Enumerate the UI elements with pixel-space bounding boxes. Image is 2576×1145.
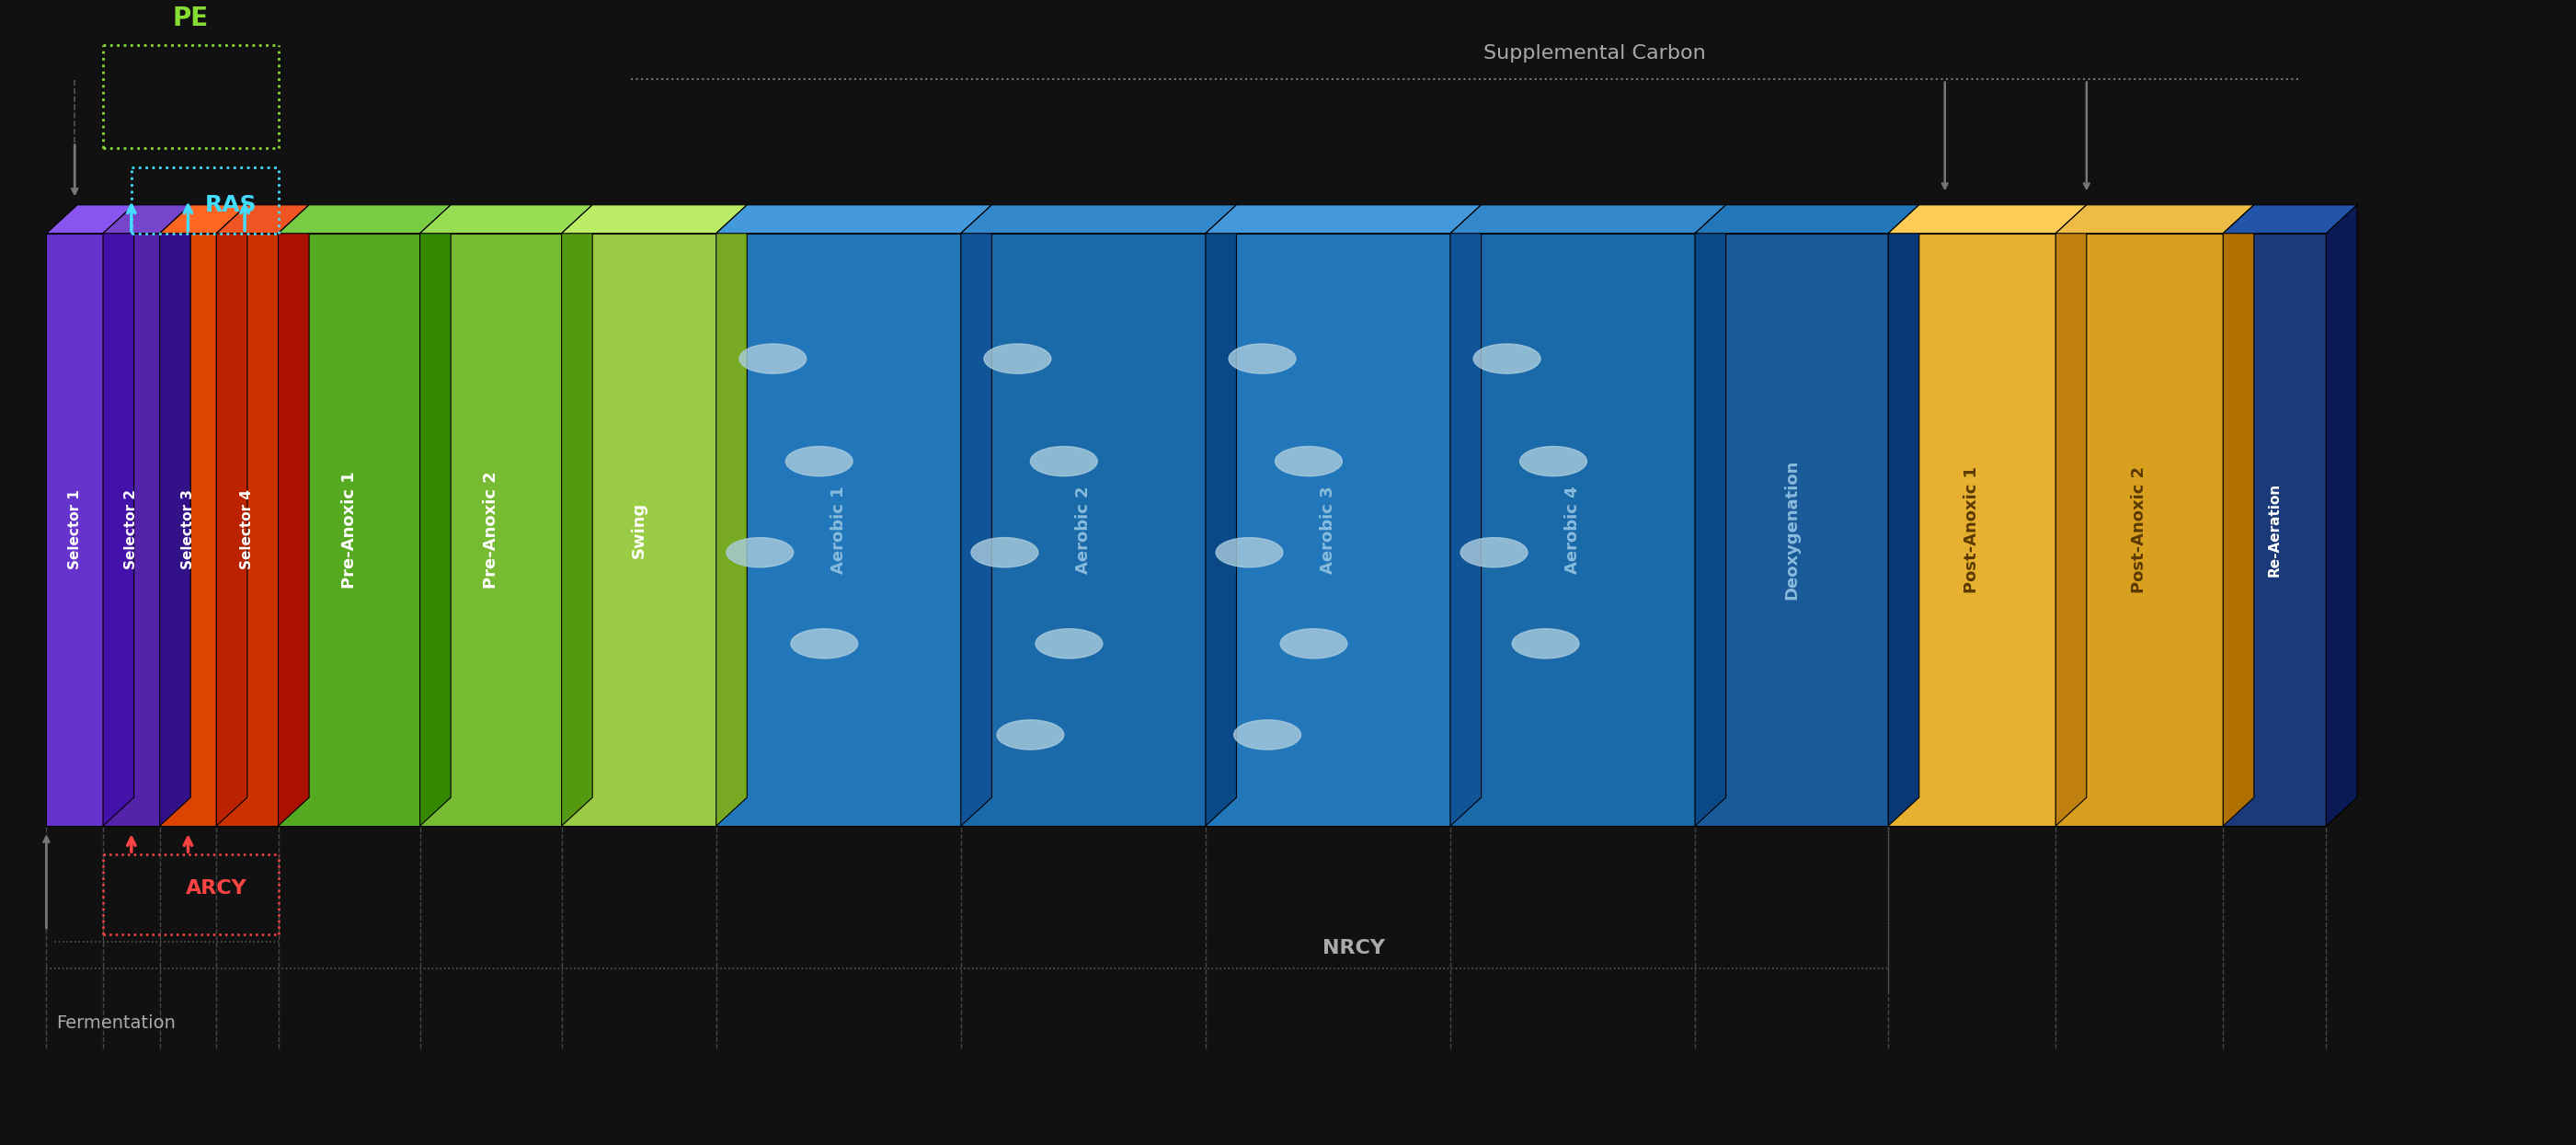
- Text: Post-Anoxic 1: Post-Anoxic 1: [1963, 466, 1981, 593]
- Circle shape: [1234, 720, 1301, 750]
- Circle shape: [1030, 447, 1097, 476]
- Text: Swing: Swing: [631, 502, 647, 558]
- Text: PE: PE: [173, 6, 209, 32]
- Polygon shape: [716, 234, 961, 826]
- Circle shape: [1461, 538, 1528, 567]
- Polygon shape: [2056, 205, 2254, 234]
- Text: Aerobic 3: Aerobic 3: [1319, 485, 1337, 574]
- Polygon shape: [2056, 234, 2223, 826]
- Polygon shape: [716, 205, 747, 826]
- Polygon shape: [1695, 234, 1888, 826]
- Circle shape: [1280, 629, 1347, 658]
- Polygon shape: [103, 205, 134, 826]
- Text: Fermentation: Fermentation: [57, 1014, 175, 1032]
- Circle shape: [1229, 344, 1296, 373]
- Polygon shape: [716, 205, 992, 234]
- Circle shape: [739, 344, 806, 373]
- Polygon shape: [562, 205, 592, 826]
- Circle shape: [786, 447, 853, 476]
- Polygon shape: [1206, 205, 1481, 234]
- Polygon shape: [160, 234, 216, 826]
- Polygon shape: [1206, 205, 1236, 826]
- Circle shape: [984, 344, 1051, 373]
- Text: Pre-Anoxic 2: Pre-Anoxic 2: [482, 471, 500, 589]
- Polygon shape: [961, 205, 1236, 234]
- Polygon shape: [2223, 205, 2357, 234]
- Text: RAS: RAS: [204, 195, 258, 216]
- Polygon shape: [1450, 205, 1481, 826]
- Polygon shape: [216, 205, 247, 826]
- Polygon shape: [103, 205, 191, 234]
- Polygon shape: [1888, 234, 2056, 826]
- Text: Selector 2: Selector 2: [124, 490, 139, 570]
- Text: Supplemental Carbon: Supplemental Carbon: [1484, 44, 1705, 63]
- Circle shape: [971, 538, 1038, 567]
- Text: Aerobic 4: Aerobic 4: [1564, 485, 1582, 574]
- Polygon shape: [278, 205, 309, 826]
- Circle shape: [1520, 447, 1587, 476]
- Circle shape: [1036, 629, 1103, 658]
- Circle shape: [726, 538, 793, 567]
- Polygon shape: [1450, 205, 1726, 234]
- Polygon shape: [1888, 205, 1919, 826]
- Polygon shape: [562, 234, 716, 826]
- Polygon shape: [160, 205, 247, 234]
- Polygon shape: [46, 205, 134, 234]
- Circle shape: [1275, 447, 1342, 476]
- Circle shape: [997, 720, 1064, 750]
- Polygon shape: [2326, 205, 2357, 826]
- Circle shape: [1512, 629, 1579, 658]
- Polygon shape: [216, 205, 309, 234]
- Text: Selector 3: Selector 3: [180, 490, 196, 570]
- Polygon shape: [420, 234, 562, 826]
- Polygon shape: [420, 205, 592, 234]
- Polygon shape: [420, 205, 451, 826]
- Polygon shape: [160, 205, 191, 826]
- Text: Re-Aeration: Re-Aeration: [2267, 483, 2282, 577]
- Text: Aerobic 1: Aerobic 1: [829, 485, 848, 574]
- Text: Selector 4: Selector 4: [240, 490, 255, 570]
- Text: Post-Anoxic 2: Post-Anoxic 2: [2130, 466, 2148, 593]
- Polygon shape: [961, 234, 1206, 826]
- Polygon shape: [1695, 205, 1919, 234]
- Text: Aerobic 2: Aerobic 2: [1074, 485, 1092, 574]
- Polygon shape: [46, 234, 103, 826]
- Polygon shape: [1888, 205, 2087, 234]
- Text: Pre-Anoxic 1: Pre-Anoxic 1: [340, 471, 358, 589]
- Polygon shape: [961, 205, 992, 826]
- Polygon shape: [216, 234, 278, 826]
- Text: Selector 1: Selector 1: [67, 490, 82, 569]
- Polygon shape: [2056, 205, 2087, 826]
- Text: NRCY: NRCY: [1321, 939, 1386, 957]
- Circle shape: [1216, 538, 1283, 567]
- Polygon shape: [1206, 234, 1450, 826]
- Text: Deoxygenation: Deoxygenation: [1783, 459, 1801, 600]
- Text: ARCY: ARCY: [185, 879, 247, 898]
- Polygon shape: [2223, 205, 2254, 826]
- Polygon shape: [103, 234, 160, 826]
- Polygon shape: [278, 234, 420, 826]
- Circle shape: [791, 629, 858, 658]
- Circle shape: [1473, 344, 1540, 373]
- Polygon shape: [278, 205, 451, 234]
- Polygon shape: [1695, 205, 1726, 826]
- Polygon shape: [562, 205, 747, 234]
- Polygon shape: [1450, 234, 1695, 826]
- Polygon shape: [2223, 234, 2326, 826]
